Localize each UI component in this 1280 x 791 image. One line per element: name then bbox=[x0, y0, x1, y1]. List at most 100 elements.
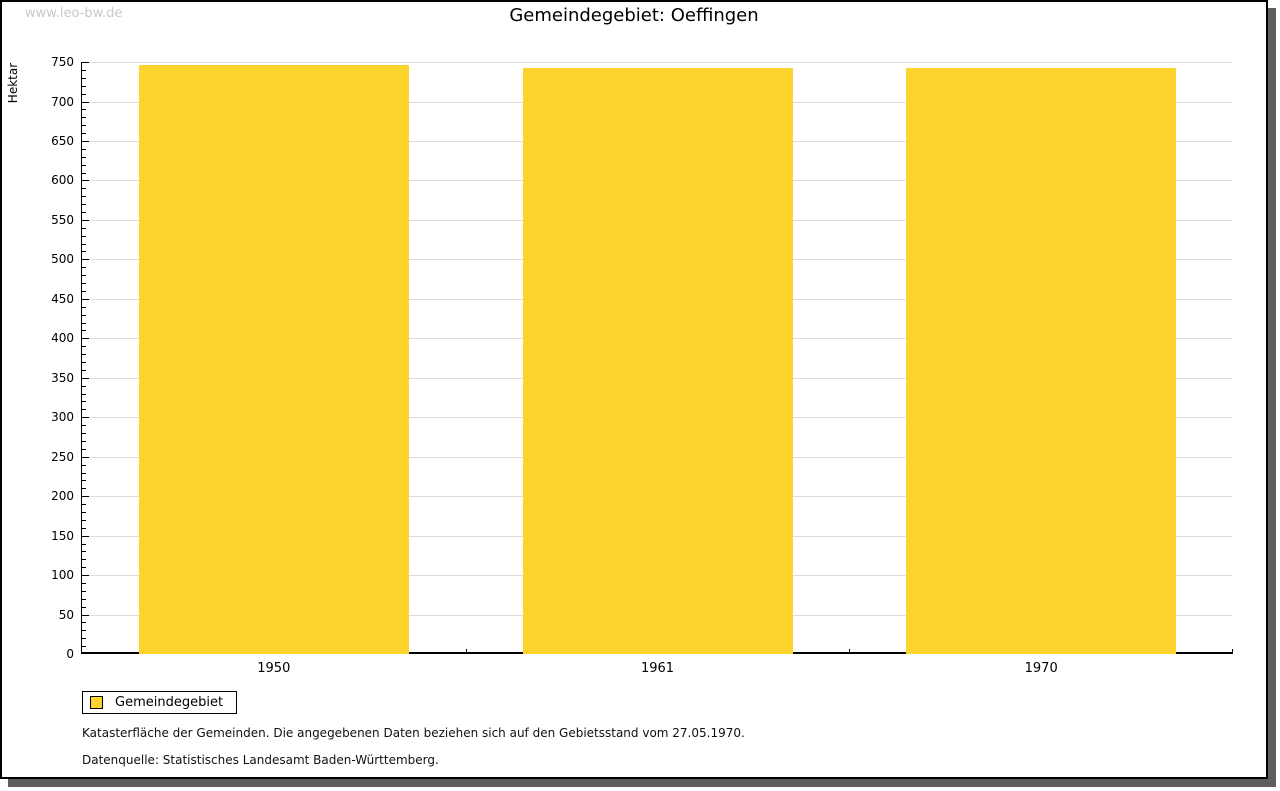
bar-1961 bbox=[522, 67, 793, 654]
y-tick-40 bbox=[82, 622, 86, 624]
y-tick-label-600: 600 bbox=[51, 173, 74, 188]
y-tick-560 bbox=[82, 212, 86, 213]
y-tick-680 bbox=[82, 117, 86, 119]
y-tick-170 bbox=[82, 519, 86, 521]
y-tick-690 bbox=[82, 109, 86, 111]
y-tick-label-700: 700 bbox=[51, 94, 74, 109]
y-tick-label-750: 750 bbox=[51, 55, 74, 69]
y-tick-label-650: 650 bbox=[51, 133, 74, 148]
plot-area: Hektar 1950 1961 1970 0 50 100 150 200 250 300 350… bbox=[6, 55, 1233, 676]
y-tick-10 bbox=[82, 646, 86, 648]
y-tick-label-300: 300 bbox=[51, 410, 74, 425]
y-tick-730 bbox=[82, 77, 86, 79]
y-tick-450 bbox=[82, 298, 89, 300]
y-tick-320 bbox=[82, 401, 86, 403]
y-tick-700 bbox=[82, 101, 89, 103]
x-tick-2 bbox=[849, 649, 851, 654]
y-tick-110 bbox=[82, 567, 86, 569]
y-tick-600 bbox=[82, 180, 89, 182]
footnote-source-line1: Katasterfläche der Gemeinden. Die angege… bbox=[82, 726, 745, 740]
y-tick-label-350: 350 bbox=[51, 370, 74, 385]
y-tick-200 bbox=[82, 496, 89, 498]
y-tick-610 bbox=[82, 172, 86, 174]
y-tick-510 bbox=[82, 251, 86, 253]
y-tick-160 bbox=[82, 527, 86, 529]
y-tick-100 bbox=[82, 575, 89, 577]
y-tick-740 bbox=[82, 69, 86, 71]
y-tick-670 bbox=[82, 125, 86, 127]
y-tick-750 bbox=[82, 62, 89, 63]
x-axis-label-1950: 1950 bbox=[257, 661, 291, 676]
y-tick-label-500: 500 bbox=[51, 252, 74, 267]
y-tick-140 bbox=[82, 543, 86, 545]
y-tick-370 bbox=[82, 361, 86, 363]
y-tick-230 bbox=[82, 472, 86, 474]
y-tick-330 bbox=[82, 393, 86, 395]
y-tick-540 bbox=[82, 227, 86, 229]
y-tick-550 bbox=[82, 219, 89, 221]
y-tick-20 bbox=[82, 638, 86, 640]
y-tick-50 bbox=[82, 614, 89, 616]
y-tick-350 bbox=[82, 377, 89, 379]
y-tick-190 bbox=[82, 504, 86, 505]
y-tick-490 bbox=[82, 267, 86, 269]
y-tick-310 bbox=[82, 409, 86, 411]
y-tick-label-550: 550 bbox=[51, 212, 74, 227]
x-tick-1 bbox=[465, 649, 467, 654]
y-tick-70 bbox=[82, 598, 86, 600]
y-tick-380 bbox=[82, 354, 86, 356]
x-tick-3 bbox=[1232, 649, 1233, 654]
y-tick-520 bbox=[82, 243, 86, 245]
y-tick-label-400: 400 bbox=[51, 331, 74, 346]
bar-1970 bbox=[906, 67, 1177, 654]
y-tick-290 bbox=[82, 425, 86, 427]
y-tick-580 bbox=[82, 196, 86, 198]
y-tick-340 bbox=[82, 385, 86, 387]
y-tick-label-200: 200 bbox=[51, 489, 74, 504]
footnote-source-line2: Datenquelle: Statistisches Landesamt Bad… bbox=[82, 753, 439, 767]
y-tick-360 bbox=[82, 369, 86, 371]
watermark: www.leo-bw.de bbox=[25, 6, 123, 21]
legend-box: Gemeindegebiet bbox=[82, 691, 238, 714]
y-tick-570 bbox=[82, 204, 86, 206]
y-tick-180 bbox=[82, 511, 86, 513]
y-tick-650 bbox=[82, 140, 89, 142]
y-tick-420 bbox=[82, 322, 86, 324]
x-axis-label-1970: 1970 bbox=[1024, 661, 1058, 676]
y-tick-590 bbox=[82, 188, 86, 190]
y-tick-210 bbox=[82, 488, 86, 490]
y-tick-270 bbox=[82, 440, 86, 442]
chart-window: www.leo-bw.de Gemeindegebiet: Oeffingen … bbox=[0, 0, 1268, 779]
y-tick-130 bbox=[82, 551, 86, 553]
y-tick-460 bbox=[82, 290, 86, 292]
y-tick-60 bbox=[82, 606, 86, 608]
y-tick-470 bbox=[82, 283, 86, 284]
gridline-750 bbox=[82, 62, 1232, 63]
y-tick-500 bbox=[82, 259, 89, 261]
y-tick-480 bbox=[82, 275, 86, 277]
y-tick-410 bbox=[82, 330, 86, 332]
y-tick-300 bbox=[82, 417, 89, 419]
legend-label: Gemeindegebiet bbox=[115, 695, 224, 710]
y-tick-150 bbox=[82, 535, 89, 537]
y-tick-label-450: 450 bbox=[51, 291, 74, 306]
y-tick-label-100: 100 bbox=[51, 568, 74, 583]
y-tick-label-0: 0 bbox=[66, 647, 74, 661]
y-tick-label-50: 50 bbox=[58, 607, 74, 622]
y-tick-80 bbox=[82, 590, 86, 592]
y-tick-120 bbox=[82, 559, 86, 561]
legend-swatch-icon bbox=[90, 696, 103, 709]
y-tick-220 bbox=[82, 480, 86, 482]
y-tick-440 bbox=[82, 306, 86, 308]
y-tick-640 bbox=[82, 148, 86, 150]
y-tick-390 bbox=[82, 346, 86, 348]
y-tick-660 bbox=[82, 133, 86, 134]
y-tick-430 bbox=[82, 314, 86, 316]
y-tick-630 bbox=[82, 156, 86, 158]
y-tick-label-150: 150 bbox=[51, 528, 74, 543]
y-tick-250 bbox=[82, 456, 89, 458]
y-tick-530 bbox=[82, 235, 86, 237]
y-tick-30 bbox=[82, 630, 86, 632]
y-tick-90 bbox=[82, 583, 86, 584]
y-tick-400 bbox=[82, 338, 89, 340]
